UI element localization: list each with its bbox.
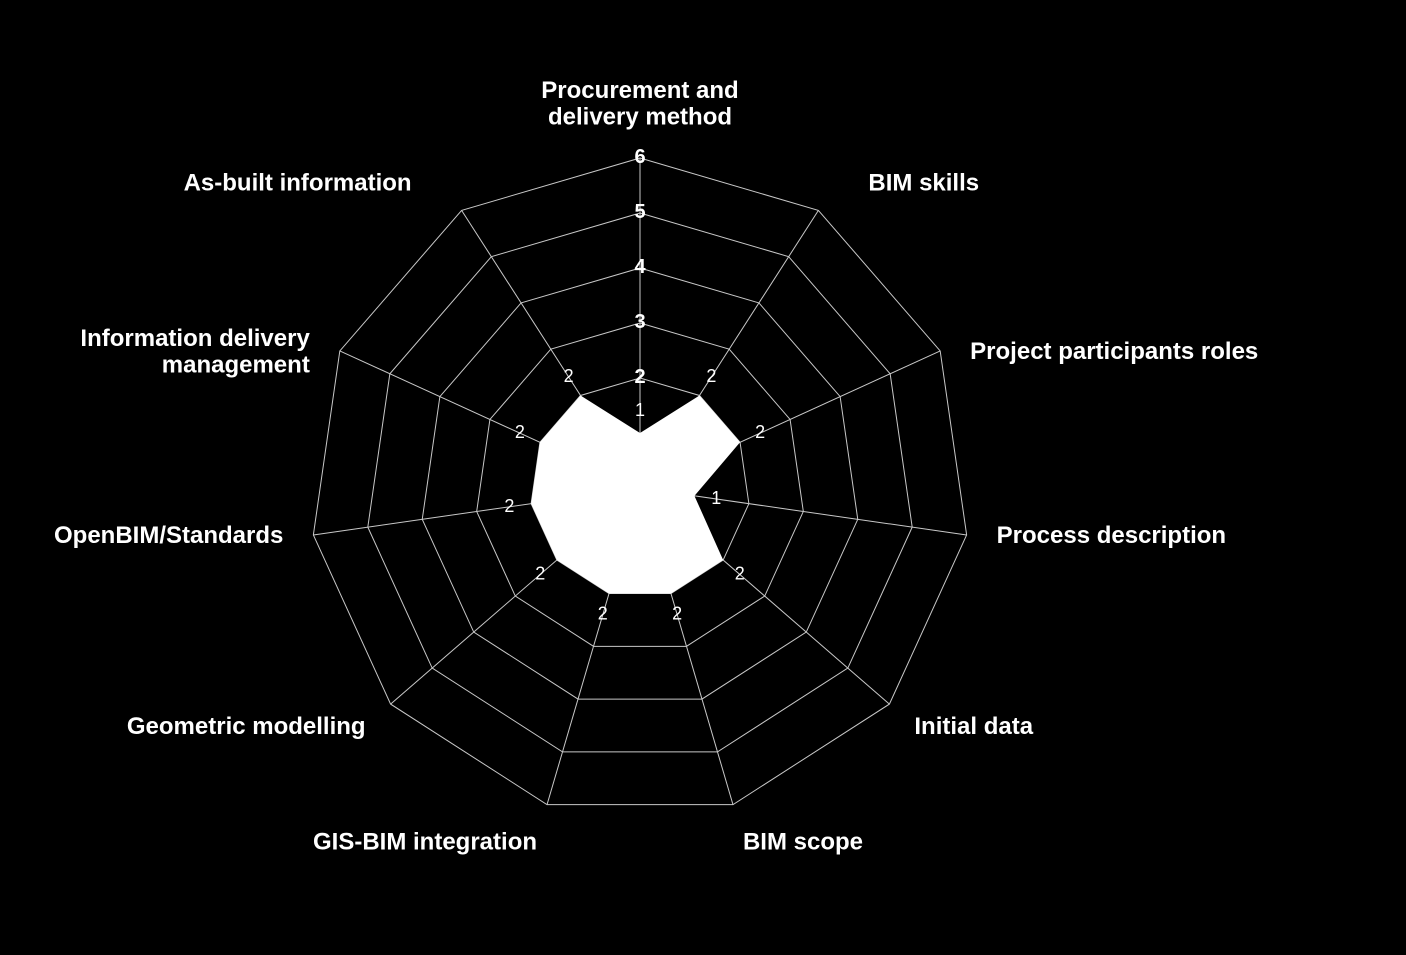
axis-label: Geometric modelling: [127, 713, 366, 740]
axis-label: Procurement anddelivery method: [541, 77, 738, 130]
axis-label: OpenBIM/Standards: [54, 522, 283, 549]
ring-label: 3: [634, 311, 645, 333]
data-value-label: 2: [515, 422, 525, 442]
data-value-label: 2: [535, 563, 545, 583]
ring-label: 5: [634, 201, 645, 223]
ring-label: 2: [634, 366, 645, 388]
axis-label: Initial data: [914, 713, 1033, 740]
data-value-label: 2: [598, 604, 608, 624]
data-value-label: 2: [755, 422, 765, 442]
axis-label: BIM skills: [868, 169, 979, 196]
ring-label: 4: [634, 256, 646, 278]
axis-label: GIS-BIM integration: [313, 829, 537, 856]
data-value-label: 2: [706, 366, 716, 386]
ring-label: 6: [634, 146, 645, 168]
data-value-label: 2: [735, 563, 745, 583]
axis-label: As-built information: [184, 169, 412, 196]
data-value-label: 1: [711, 488, 721, 508]
data-value-label: 1: [635, 400, 645, 420]
data-value-label: 2: [672, 604, 682, 624]
data-value-label: 2: [504, 496, 514, 516]
axis-label: Process description: [997, 522, 1226, 549]
axis-label: BIM scope: [743, 829, 863, 856]
axis-label: Project participants roles: [970, 338, 1258, 365]
data-value-label: 2: [564, 366, 574, 386]
radar-chart: 2 3 4 5 6 Procurement anddelivery method BIM s…: [0, 0, 1406, 955]
